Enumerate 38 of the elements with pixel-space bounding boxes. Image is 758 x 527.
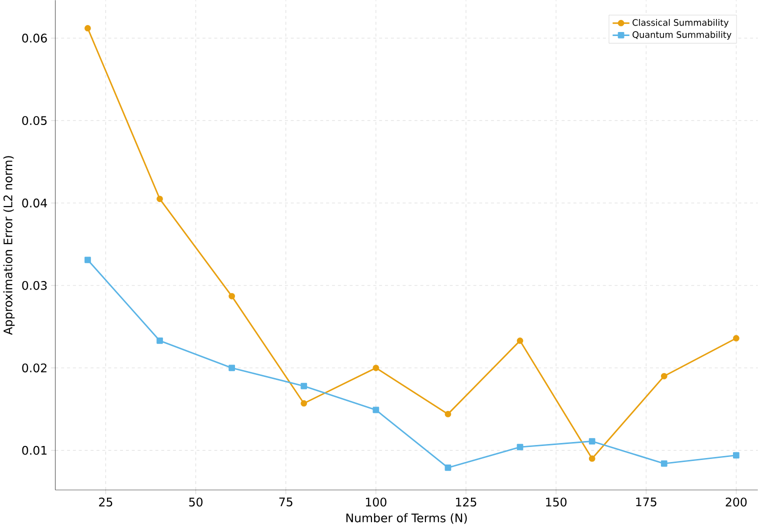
point [732,452,740,458]
x-axis-title: Number of Terms (N) [346,513,467,524]
point [588,455,596,462]
point [444,464,452,471]
y-tick-label: 0.01 [22,446,47,455]
x-tick-label: 150 [546,498,567,506]
point [228,364,236,372]
x-tick-label: 175 [636,498,656,506]
point [300,382,308,390]
y-tick-label: 0.04 [22,198,47,208]
point [444,410,452,418]
point [156,338,163,344]
point [660,460,668,467]
y-tick-label: 0.02 [22,363,46,372]
point [732,335,740,342]
point [660,372,668,380]
x-tick-label: 25 [99,498,112,506]
point [372,364,380,372]
x-tick-label: 50 [189,498,202,506]
point [228,292,236,300]
legend-label: Quantum Summability [632,31,732,40]
y-tick-label: 0.03 [22,281,47,290]
point [156,196,163,202]
x-tick-label: 100 [366,498,386,506]
y-tick-label: 0.05 [22,116,47,126]
point [588,438,596,444]
legend-label: Classical Summability [632,19,729,28]
y-axis-title: Approximation Error (L2 norm) [3,156,15,335]
point [300,400,308,407]
point [516,444,524,450]
point [372,406,380,414]
point [84,256,91,264]
point [516,338,524,344]
x-tick-label: 125 [456,498,476,506]
x-tick-label: 75 [279,498,292,506]
x-tick-label: 200 [726,498,747,506]
point [84,25,91,32]
y-tick-label: 0.06 [22,34,47,43]
